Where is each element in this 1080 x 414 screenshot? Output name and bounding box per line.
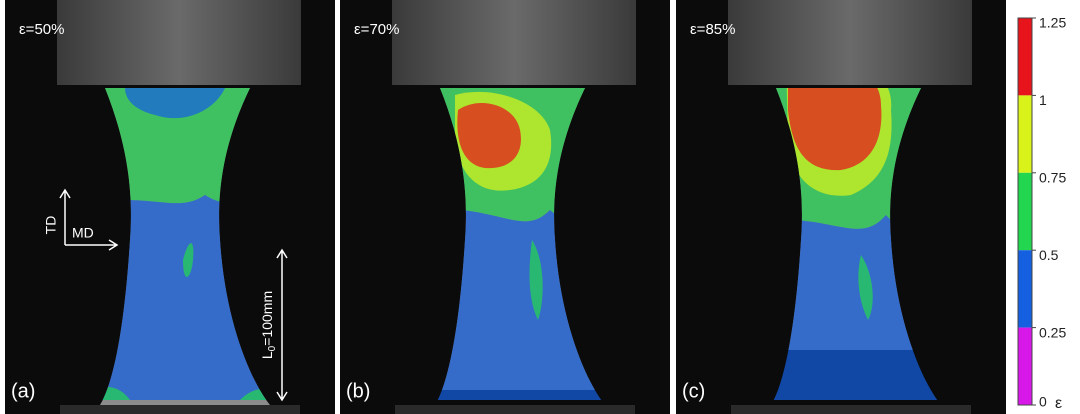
upper-grip (728, 0, 972, 85)
strain-region (529, 240, 543, 320)
gauge-length-sub: 0 (267, 345, 278, 351)
annotation-text: TD MD L0=100mm (43, 216, 278, 359)
panel-label: (a) (11, 380, 35, 402)
panel: ε=50% (a) (5, 0, 335, 414)
panel-label: (b) (346, 380, 370, 402)
strain-level: ε=70% (354, 21, 399, 38)
colorbar-segment (1018, 18, 1032, 96)
colorbar-label: 1 (1039, 92, 1047, 108)
strain-region (100, 386, 130, 400)
gauge-length-rest: =100mm (259, 291, 275, 346)
strain-region (858, 255, 873, 320)
strain-region (457, 102, 521, 169)
colorbar-symbol: ε (1055, 395, 1062, 412)
strain-level: ε=50% (19, 21, 64, 38)
md-arrow (65, 239, 119, 251)
md-label: MD (72, 225, 94, 241)
colorbar-label: 0.75 (1039, 170, 1066, 186)
panel: ε=70% (b) (340, 0, 670, 414)
colorbar: 1.25 1 0.75 0.5 0.25 0 ε (1017, 15, 1066, 412)
colorbar-segment (1018, 250, 1032, 328)
panel: ε=85% (c) (676, 0, 1006, 414)
strain-region (125, 88, 225, 119)
td-arrow (59, 188, 71, 245)
strain-region (183, 243, 194, 277)
colorbar-label: 0.25 (1039, 324, 1066, 340)
upper-grip (392, 0, 636, 85)
strain-region (240, 388, 270, 400)
lower-grip (60, 405, 300, 414)
strain-level: ε=85% (690, 21, 735, 38)
colorbar-label: 1.25 (1039, 15, 1066, 31)
upper-grip (57, 0, 301, 85)
td-label: TD (43, 216, 59, 235)
annotations (59, 188, 288, 402)
strain-region (788, 88, 882, 171)
colorbar-segment (1018, 95, 1032, 173)
colorbar-frame (1017, 17, 1033, 406)
gauge-arrow (276, 248, 288, 402)
gauge-length-main: L (259, 351, 275, 359)
colorbar-label: 0.5 (1039, 247, 1059, 263)
lower-grip (395, 405, 635, 414)
gauge-length: L0=100mm (259, 291, 278, 359)
colorbar-label: 0 (1039, 394, 1047, 410)
panel-label: (c) (682, 380, 705, 402)
colorbar-segment (1018, 327, 1032, 405)
colorbar-segment (1018, 172, 1032, 251)
lower-grip (731, 405, 971, 414)
